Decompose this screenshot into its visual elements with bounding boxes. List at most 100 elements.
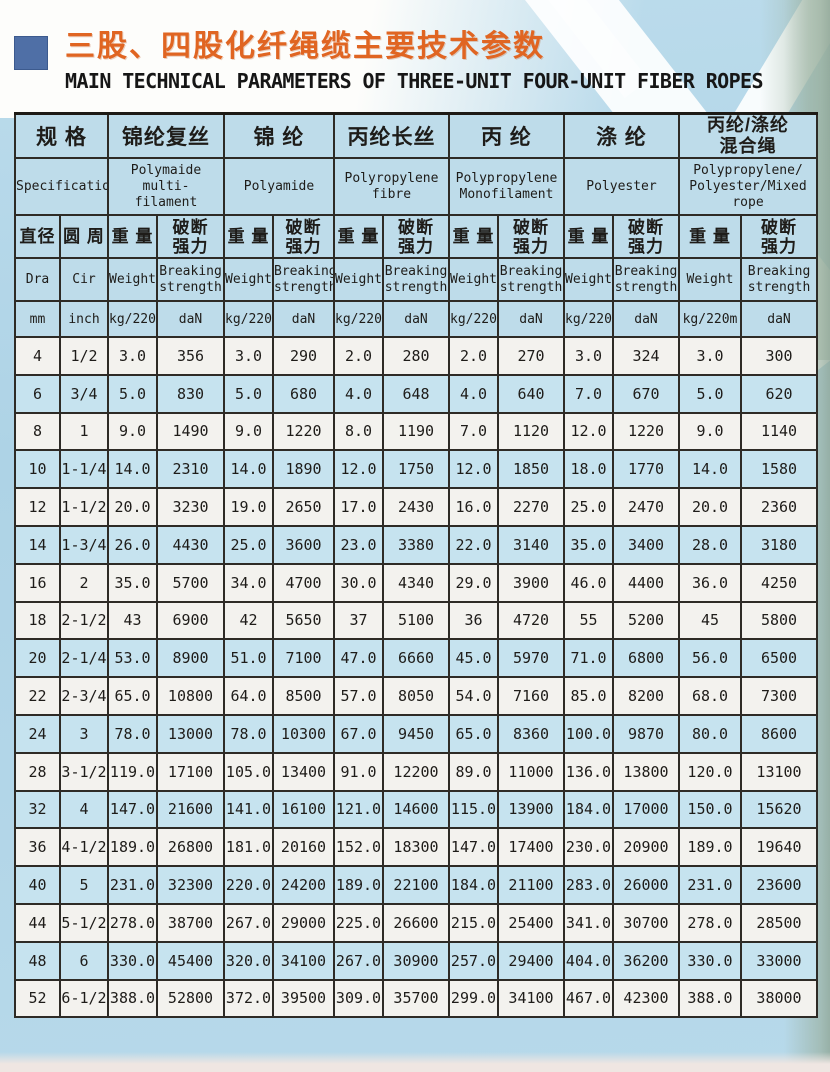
- column-group-en-2: Polyamide: [223, 157, 335, 216]
- table-row-dia-48: 48 6 330.0 45400 320.0 34100 267.0 30900 257.0 29…: [14, 940, 819, 981]
- subheader-cn-4: 重 量: [223, 214, 274, 259]
- data-cell: 5.0: [107, 373, 158, 414]
- data-cell: 29400: [497, 940, 565, 981]
- column-group-cn-3: 丙纶长丝: [333, 112, 450, 159]
- data-cell: 52800: [156, 978, 225, 1019]
- data-cell: 42300: [612, 978, 680, 1019]
- data-cell: 225.0: [333, 902, 384, 943]
- subheader-en-9: Breaking strength: [497, 257, 565, 302]
- data-cell: 17000: [612, 789, 680, 830]
- data-cell: 6800: [612, 638, 680, 679]
- data-cell: 1220: [272, 411, 335, 452]
- data-cell: 8500: [272, 676, 335, 716]
- subheader-en-3: Breaking strength: [156, 257, 225, 302]
- data-cell: 2.0: [333, 336, 384, 376]
- data-cell: 3600: [272, 524, 335, 565]
- data-cell: 330.0: [678, 940, 742, 981]
- data-cell: 24: [14, 713, 61, 754]
- data-cell: 2-3/4: [59, 676, 109, 716]
- data-cell: 56.0: [678, 638, 742, 679]
- data-cell: 283.0: [563, 865, 614, 905]
- data-cell: 5970: [497, 638, 565, 679]
- data-cell: 78.0: [223, 713, 274, 754]
- data-cell: 51.0: [223, 638, 274, 679]
- data-cell: 648: [382, 373, 450, 414]
- data-cell: 25.0: [223, 524, 274, 565]
- table-row-dia-16: 16 2 35.0 5700 34.0 4700 30.0 4340 29.0 3900 46.0 4…: [14, 562, 819, 603]
- data-cell: 1: [59, 411, 109, 452]
- data-cell: 36: [14, 827, 61, 868]
- data-cell: 2650: [272, 487, 335, 527]
- data-cell: 372.0: [223, 978, 274, 1019]
- data-cell: 5.0: [678, 373, 742, 414]
- data-cell: 16100: [272, 789, 335, 830]
- data-cell: 230.0: [563, 827, 614, 868]
- data-cell: 257.0: [448, 940, 499, 981]
- data-cell: 3.0: [223, 336, 274, 376]
- data-cell: 1140: [739, 411, 819, 452]
- data-cell: 7160: [497, 676, 565, 716]
- table-row-dia-18: 18 2-1/2 43 6900 42 5650 37 5100 36 4720 55 5200 45 5…: [14, 600, 819, 641]
- subheader-cn-5: 破断 强力: [272, 214, 335, 259]
- data-cell: 43: [107, 600, 158, 641]
- data-cell: 4-1/2: [59, 827, 109, 868]
- data-cell: 3230: [156, 487, 225, 527]
- column-group-en-4: Polypropylene Monofilament: [448, 157, 565, 216]
- data-cell: 1-3/4: [59, 524, 109, 565]
- data-cell: 10800: [156, 676, 225, 716]
- data-cell: 150.0: [678, 789, 742, 830]
- data-cell: 341.0: [563, 902, 614, 943]
- data-cell: 14.0: [223, 449, 274, 490]
- data-cell: 3380: [382, 524, 450, 565]
- data-cell: 1220: [612, 411, 680, 452]
- table-row-dia-52: 52 6-1/2 388.0 52800 372.0 39500 309.0 35700 299…: [14, 978, 819, 1019]
- data-cell: 35700: [382, 978, 450, 1019]
- data-cell: 184.0: [448, 865, 499, 905]
- column-group-en-3: Polyropylene fibre: [333, 157, 450, 216]
- data-cell: 8600: [739, 713, 819, 754]
- data-cell: 320.0: [223, 940, 274, 981]
- data-cell: 19640: [739, 827, 819, 868]
- data-cell: 189.0: [107, 827, 158, 868]
- data-cell: 8.0: [333, 411, 384, 452]
- data-cell: 4400: [612, 562, 680, 603]
- data-cell: 12200: [382, 751, 450, 792]
- data-cell: 13400: [272, 751, 335, 792]
- data-cell: 270: [497, 336, 565, 376]
- data-cell: 121.0: [333, 789, 384, 830]
- data-cell: 105.0: [223, 751, 274, 792]
- subheader-unit-4: kg/220m: [223, 300, 274, 338]
- subheader-unit-3: daN: [156, 300, 225, 338]
- data-cell: 181.0: [223, 827, 274, 868]
- table-row-dia-14: 14 1-3/4 26.0 4430 25.0 3600 23.0 3380 22.0 3140 3…: [14, 524, 819, 565]
- data-cell: 7.0: [563, 373, 614, 414]
- data-cell: 18: [14, 600, 61, 641]
- data-cell: 404.0: [563, 940, 614, 981]
- data-cell: 388.0: [107, 978, 158, 1019]
- data-cell: 17400: [497, 827, 565, 868]
- data-cell: 10300: [272, 713, 335, 754]
- data-cell: 4720: [497, 600, 565, 641]
- subheader-unit-5: daN: [272, 300, 335, 338]
- data-cell: 184.0: [563, 789, 614, 830]
- data-cell: 356: [156, 336, 225, 376]
- data-cell: 80.0: [678, 713, 742, 754]
- scan-edge-bottom: [0, 1052, 830, 1072]
- data-cell: 278.0: [678, 902, 742, 943]
- data-cell: 3.0: [563, 336, 614, 376]
- data-cell: 17100: [156, 751, 225, 792]
- table-row-dia-22: 22 2-3/4 65.0 10800 64.0 8500 57.0 8050 54.0 7160…: [14, 676, 819, 716]
- data-cell: 8: [14, 411, 61, 452]
- subheader-en-1: Cir: [59, 257, 109, 302]
- subheader-unit-9: daN: [497, 300, 565, 338]
- data-cell: 64.0: [223, 676, 274, 716]
- data-cell: 6900: [156, 600, 225, 641]
- data-cell: 1750: [382, 449, 450, 490]
- data-cell: 89.0: [448, 751, 499, 792]
- data-cell: 5700: [156, 562, 225, 603]
- data-cell: 7.0: [448, 411, 499, 452]
- data-cell: 32300: [156, 865, 225, 905]
- subheader-unit-11: daN: [612, 300, 680, 338]
- data-cell: 1850: [497, 449, 565, 490]
- data-cell: 1190: [382, 411, 450, 452]
